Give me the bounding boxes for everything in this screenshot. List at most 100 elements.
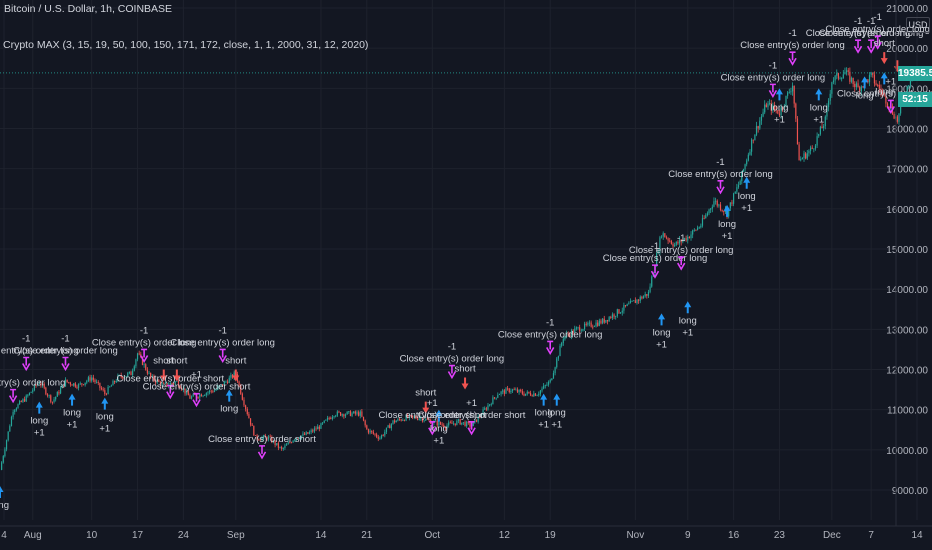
signal-close[interactable]: Close entry(s) order long-1 bbox=[0, 334, 78, 372]
long-arrow-icon bbox=[101, 397, 109, 410]
signal-short[interactable]: short bbox=[166, 356, 188, 382]
signal-long[interactable]: long+1 bbox=[653, 313, 671, 350]
signal-label: long bbox=[679, 315, 697, 326]
candle bbox=[896, 116, 898, 122]
candle bbox=[22, 399, 24, 402]
x-tick-label: 10 bbox=[86, 530, 98, 541]
signal-long[interactable]: long+1 bbox=[810, 88, 828, 125]
candle bbox=[498, 394, 501, 396]
signal-label: -1 bbox=[716, 157, 724, 168]
signal-close[interactable]: Close entry(s) order long-1 bbox=[740, 28, 845, 66]
long-arrow-icon bbox=[684, 301, 692, 314]
signal-close[interactable]: Close entry(s) order short+1 bbox=[837, 76, 932, 115]
candle bbox=[696, 227, 699, 231]
candle bbox=[503, 390, 505, 394]
candle bbox=[251, 424, 253, 426]
candle bbox=[421, 418, 424, 422]
candle bbox=[33, 385, 35, 391]
indicator-legend[interactable]: Crypto MAX (3, 15, 19, 50, 100, 150, 171… bbox=[3, 39, 369, 51]
signal-long[interactable]: long+1 bbox=[679, 301, 697, 338]
signal-long[interactable]: long bbox=[220, 389, 238, 415]
candle bbox=[76, 386, 78, 388]
candle bbox=[331, 417, 334, 419]
signal-close[interactable]: Close entry(s) order long-1 bbox=[819, 16, 924, 54]
signal-short[interactable]: short bbox=[153, 356, 175, 382]
signal-short[interactable]: short bbox=[225, 356, 247, 382]
signal-close[interactable]: Close entry(s) order short+1 bbox=[418, 398, 526, 436]
signal-short[interactable]: short bbox=[874, 38, 895, 65]
candle bbox=[323, 420, 325, 423]
candle bbox=[908, 85, 910, 87]
signal-close[interactable]: Close entry(s) order long-1 bbox=[721, 60, 826, 98]
candle bbox=[485, 408, 487, 410]
signal-close[interactable]: Close entry(s) order long-1 bbox=[170, 325, 275, 364]
candle bbox=[328, 417, 330, 419]
candle bbox=[434, 420, 437, 422]
signal-label: short bbox=[166, 356, 187, 367]
candle bbox=[418, 418, 420, 420]
signal-long[interactable]: long+1 bbox=[770, 88, 788, 125]
signal-close[interactable]: Close entry(s) order long bbox=[0, 378, 65, 404]
signal-short[interactable]: short bbox=[454, 364, 476, 390]
candle bbox=[426, 418, 428, 420]
signal-close[interactable]: Close entry(s) order short+1 bbox=[378, 398, 487, 436]
currency-label[interactable]: USD bbox=[906, 17, 930, 33]
candle bbox=[862, 86, 864, 88]
signal-label: +1 bbox=[466, 398, 477, 409]
candle bbox=[629, 301, 632, 304]
candle bbox=[597, 322, 599, 326]
signal-close[interactable]: Close entry(s) order short+1 bbox=[143, 370, 251, 408]
signal-long[interactable]: long+1 bbox=[548, 393, 566, 431]
signal-close[interactable]: Close entry(s) order long-1 bbox=[498, 317, 603, 356]
candle bbox=[187, 390, 189, 396]
candle bbox=[769, 103, 771, 104]
signal-long[interactable]: long+1 bbox=[63, 393, 81, 431]
signal-long[interactable]: long+1 bbox=[738, 176, 756, 214]
signal-label: long bbox=[718, 219, 736, 230]
candle bbox=[464, 422, 466, 427]
candle bbox=[362, 416, 365, 421]
signal-close[interactable]: Close entry(s) order short bbox=[208, 434, 316, 460]
candle bbox=[551, 378, 553, 381]
signal-close[interactable]: Close entry(s) order long-1 bbox=[603, 241, 708, 279]
candle bbox=[41, 383, 44, 386]
signal-long[interactable]: long+1 bbox=[718, 204, 736, 242]
signal-close[interactable]: Close entry(s) order long-1 bbox=[825, 12, 930, 50]
candle bbox=[685, 238, 687, 241]
candle bbox=[73, 383, 75, 386]
candle bbox=[713, 201, 715, 207]
signal-long[interactable]: long bbox=[875, 72, 893, 97]
signal-long[interactable]: long bbox=[856, 76, 874, 101]
candle bbox=[610, 317, 612, 318]
signal-close[interactable]: Close entry(s) order long-1 bbox=[400, 342, 505, 380]
close-marker-icon bbox=[716, 179, 725, 195]
signal-close[interactable]: Close entry(s) order short bbox=[116, 374, 225, 400]
candle bbox=[659, 237, 661, 252]
candle bbox=[561, 343, 563, 346]
signal-long[interactable]: long+1 bbox=[430, 409, 448, 447]
candle bbox=[109, 386, 111, 388]
candle bbox=[845, 70, 848, 72]
signal-close[interactable]: Close entry(s) order long-1 bbox=[668, 157, 773, 195]
x-tick-label: Oct bbox=[425, 530, 441, 541]
signal-long[interactable]: long+1 bbox=[96, 397, 114, 435]
candle bbox=[487, 405, 489, 410]
signal-short[interactable]: short bbox=[415, 388, 437, 414]
signal-close[interactable]: Close entry(s) order long-1 bbox=[629, 233, 734, 271]
signal-close[interactable]: Close entry(s) order long-1 bbox=[806, 16, 911, 54]
candle bbox=[217, 386, 219, 390]
signal-long[interactable]: long+1 bbox=[30, 401, 48, 439]
candle bbox=[405, 415, 407, 421]
candle bbox=[552, 373, 555, 379]
signal-label: long bbox=[430, 424, 448, 435]
signal-long[interactable]: long bbox=[0, 486, 9, 511]
signal-long[interactable]: long+1 bbox=[535, 393, 553, 431]
candle bbox=[667, 238, 669, 241]
candle bbox=[873, 74, 876, 84]
candle bbox=[243, 399, 245, 406]
signal-close[interactable]: Close entry(s) order long-1 bbox=[92, 325, 197, 364]
signal-close[interactable]: Close entry(s) order long-1 bbox=[13, 334, 118, 372]
x-tick-label: Aug bbox=[24, 530, 42, 541]
candle bbox=[102, 389, 104, 391]
